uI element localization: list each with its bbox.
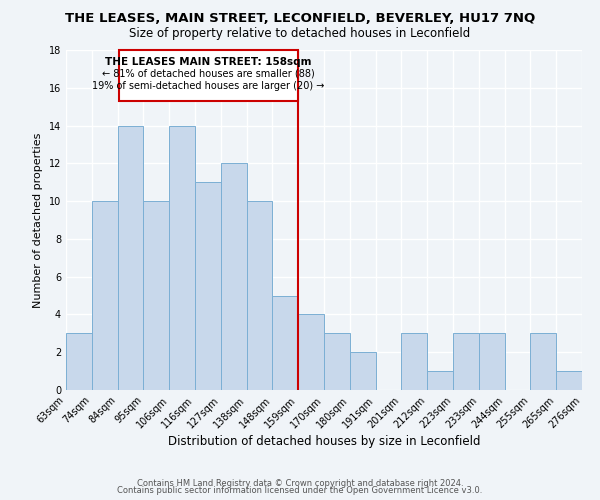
Bar [169, 126, 195, 390]
Text: Size of property relative to detached houses in Leconfield: Size of property relative to detached ho… [130, 28, 470, 40]
Bar [92, 201, 118, 390]
FancyBboxPatch shape [119, 50, 298, 101]
Text: 19% of semi-detached houses are larger (20) →: 19% of semi-detached houses are larger (… [92, 81, 325, 91]
Bar [350, 352, 376, 390]
Bar [118, 126, 143, 390]
Bar [479, 334, 505, 390]
Text: THE LEASES MAIN STREET: 158sqm: THE LEASES MAIN STREET: 158sqm [105, 56, 312, 66]
Bar [427, 371, 453, 390]
Bar [272, 296, 298, 390]
Bar [221, 164, 247, 390]
Bar [324, 334, 350, 390]
Bar [143, 201, 169, 390]
Text: Contains HM Land Registry data © Crown copyright and database right 2024.: Contains HM Land Registry data © Crown c… [137, 478, 463, 488]
Bar [556, 371, 582, 390]
Text: THE LEASES, MAIN STREET, LECONFIELD, BEVERLEY, HU17 7NQ: THE LEASES, MAIN STREET, LECONFIELD, BEV… [65, 12, 535, 26]
X-axis label: Distribution of detached houses by size in Leconfield: Distribution of detached houses by size … [168, 436, 480, 448]
Bar [453, 334, 479, 390]
Bar [247, 201, 272, 390]
Text: Contains public sector information licensed under the Open Government Licence v3: Contains public sector information licen… [118, 486, 482, 495]
Bar [298, 314, 324, 390]
Text: ← 81% of detached houses are smaller (88): ← 81% of detached houses are smaller (88… [102, 69, 315, 79]
Bar [401, 334, 427, 390]
Bar [530, 334, 556, 390]
Bar [195, 182, 221, 390]
Y-axis label: Number of detached properties: Number of detached properties [33, 132, 43, 308]
Bar [66, 334, 92, 390]
